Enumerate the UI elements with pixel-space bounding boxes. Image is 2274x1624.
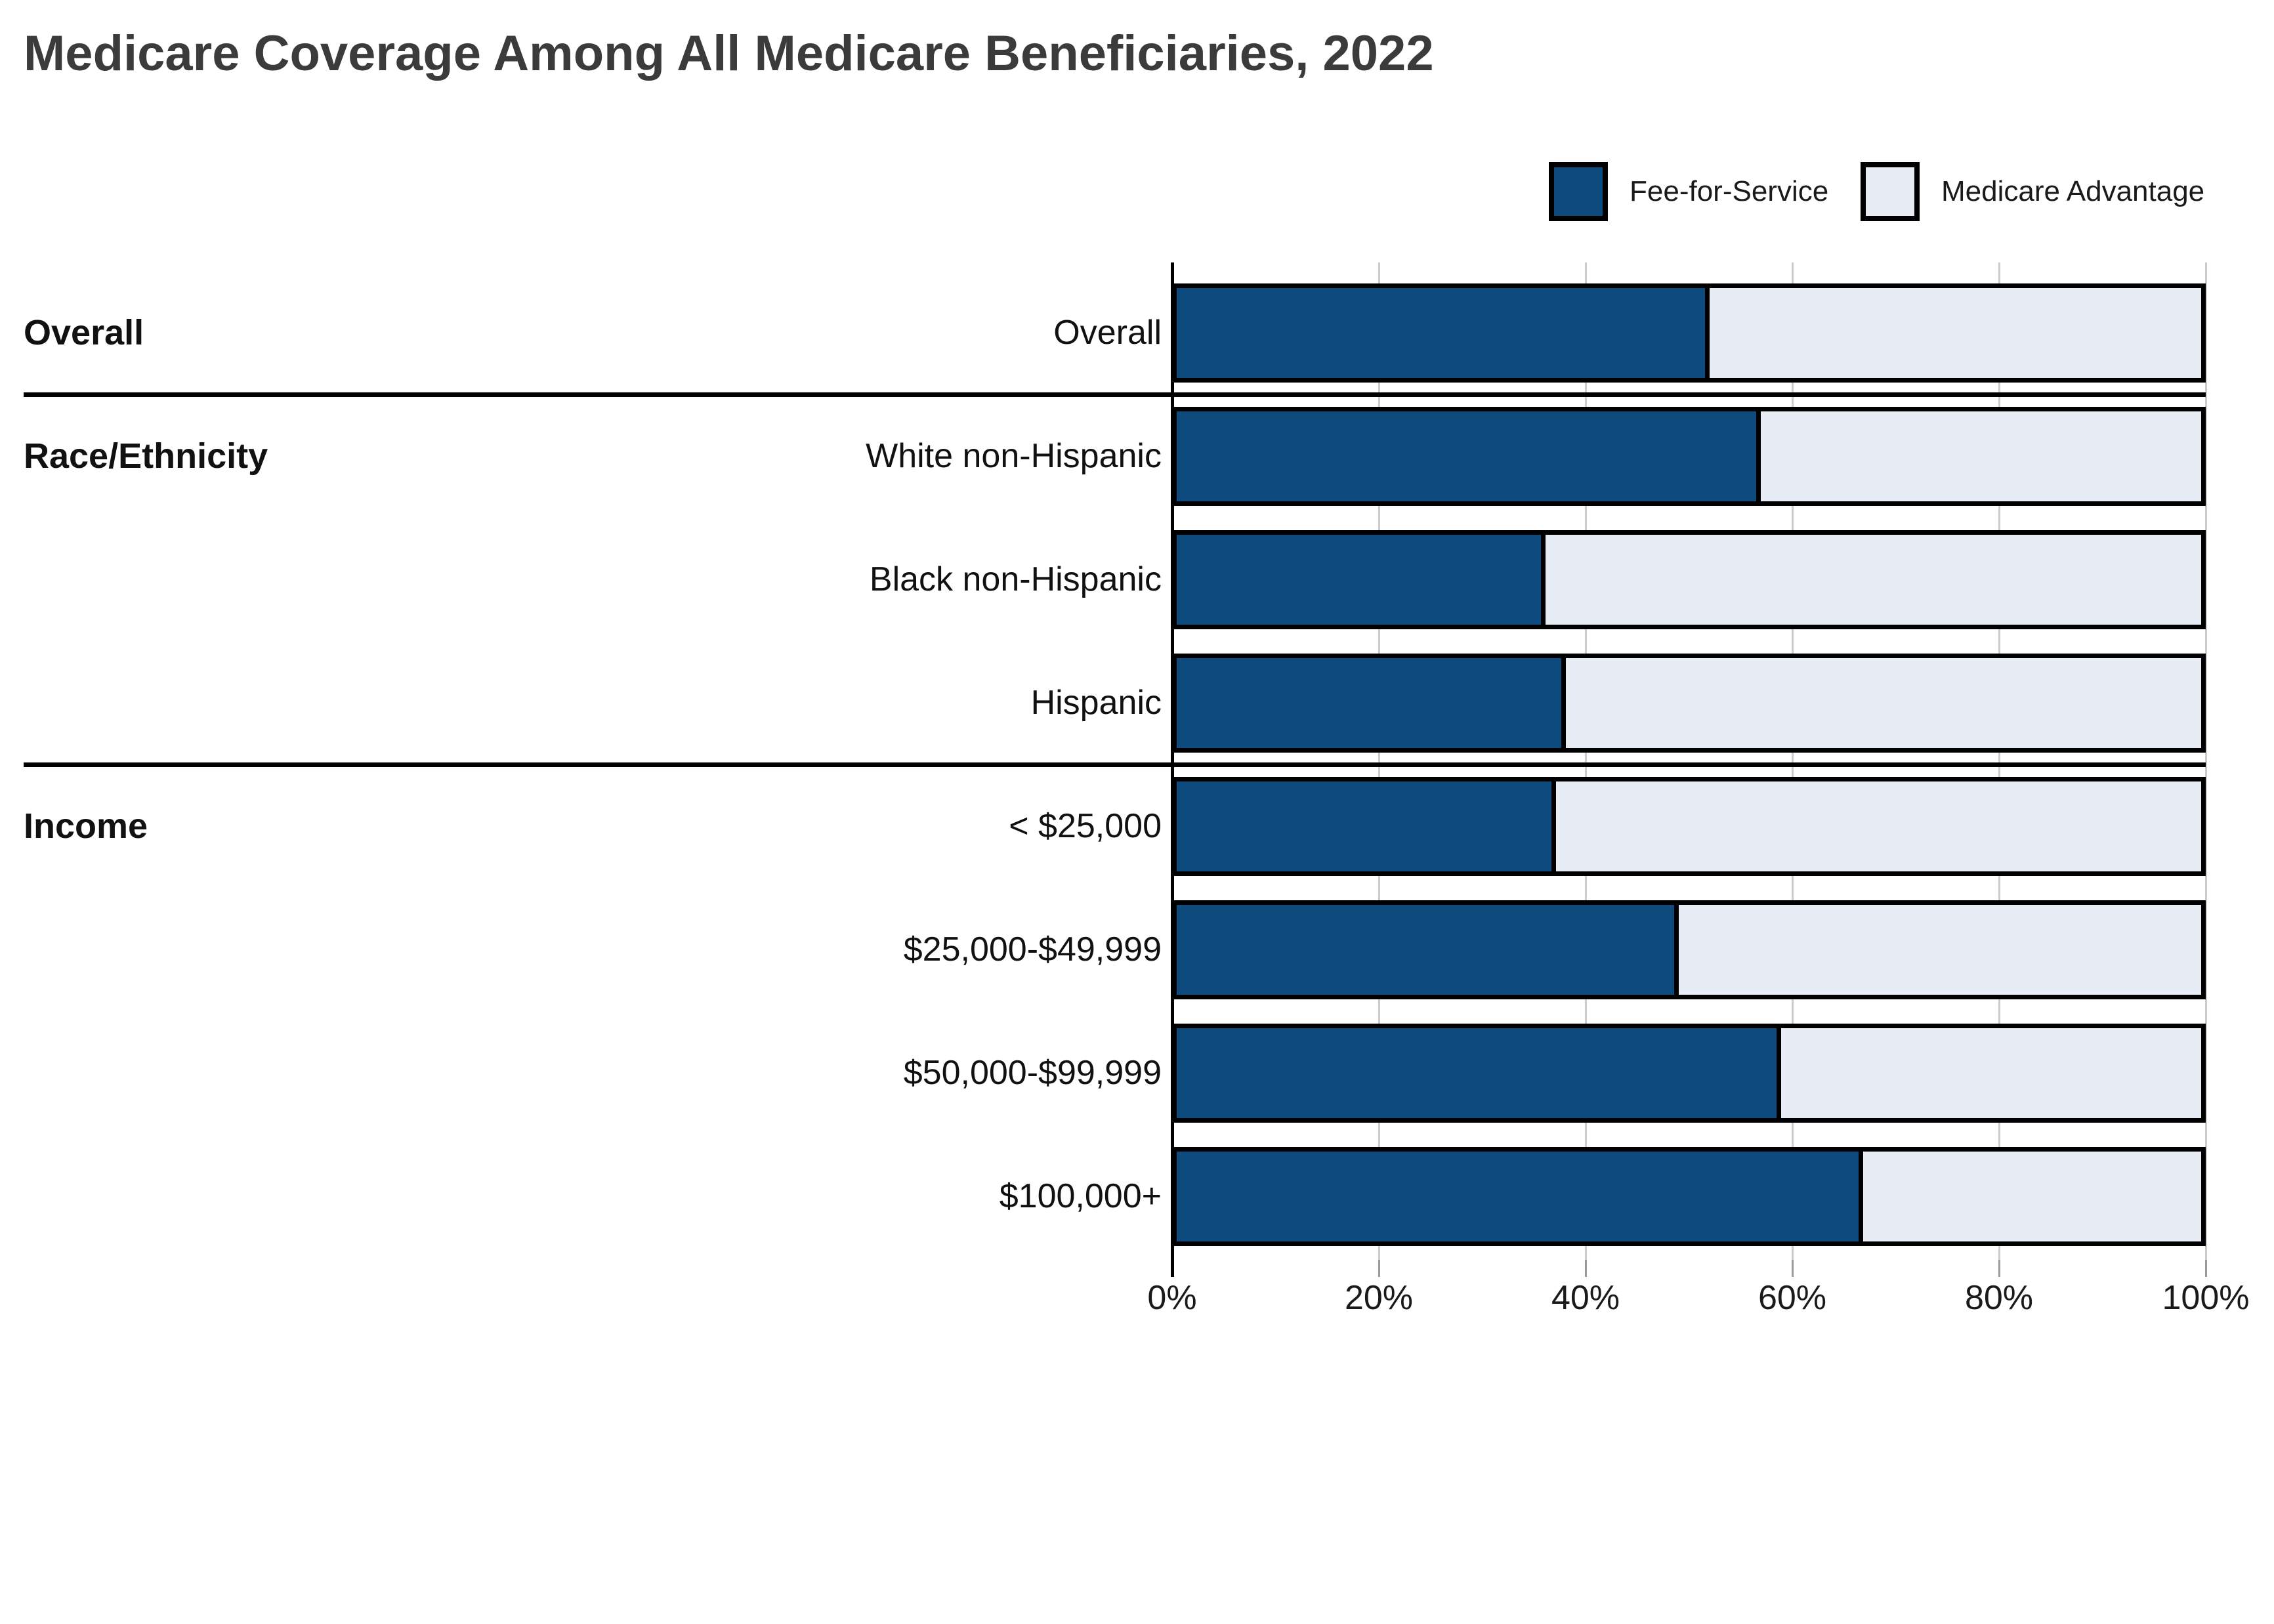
chart-title: Medicare Coverage Among All Medicare Ben… [24, 26, 1434, 81]
legend-swatch-fee-for-service [1549, 162, 1608, 221]
bar-segment-medicare-advantage [1556, 781, 2201, 871]
bar-segment-fee-for-service [1177, 658, 1567, 748]
gridline-60 [1791, 262, 1794, 1260]
bar-segment-medicare-advantage [1679, 905, 2201, 995]
bar-segment-medicare-advantage [1781, 1028, 2201, 1118]
bar-segment-fee-for-service [1177, 905, 1679, 995]
tick-label-60: 60% [1758, 1279, 1827, 1317]
tick-label-40: 40% [1551, 1279, 1620, 1317]
legend-swatch-medicare-advantage [1861, 162, 1920, 221]
bar-segment-medicare-advantage [1761, 411, 2201, 501]
bar-row-4 [1172, 777, 2206, 876]
bar-segment-medicare-advantage [1546, 535, 2201, 625]
bar-segment-medicare-advantage [1863, 1152, 2201, 1241]
row-label-5: $25,000-$49,999 [903, 930, 1162, 968]
tick-mark-40 [1584, 1260, 1587, 1277]
bar-segment-fee-for-service [1177, 1028, 1781, 1118]
row-label-6: $50,000-$99,999 [903, 1054, 1162, 1092]
section-separator-1 [24, 762, 2206, 767]
section-label-0: Overall [24, 313, 144, 352]
bar-segment-fee-for-service [1177, 535, 1546, 625]
tick-label-0: 0% [1147, 1279, 1197, 1317]
bar-segment-fee-for-service [1177, 1152, 1863, 1241]
bar-row-3 [1172, 654, 2206, 753]
legend-label-medicare-advantage: Medicare Advantage [1941, 175, 2205, 207]
row-label-3: Hispanic [1030, 684, 1162, 722]
bar-segment-fee-for-service [1177, 288, 1710, 378]
bar-segment-fee-for-service [1177, 781, 1556, 871]
gridline-40 [1584, 262, 1587, 1260]
tick-mark-0 [1170, 1260, 1174, 1277]
row-label-2: Black non-Hispanic [869, 560, 1162, 598]
tick-mark-20 [1378, 1260, 1380, 1277]
gridline-100 [2204, 262, 2207, 1260]
tick-label-100: 100% [2162, 1279, 2250, 1317]
legend-item-medicare-advantage: Medicare Advantage [1861, 162, 2204, 221]
legend-label-fee-for-service: Fee-for-Service [1630, 175, 1829, 207]
bar-segment-medicare-advantage [1566, 658, 2201, 748]
bar-row-0 [1172, 283, 2206, 383]
bar-row-6 [1172, 1024, 2206, 1123]
tick-mark-100 [2204, 1260, 2207, 1277]
gridline-20 [1378, 262, 1380, 1260]
section-label-2: Income [24, 806, 148, 846]
section-label-1: Race/Ethnicity [24, 436, 268, 476]
tick-mark-80 [1998, 1260, 2000, 1277]
row-label-4: < $25,000 [1009, 807, 1162, 845]
bar-segment-fee-for-service [1177, 411, 1761, 501]
row-label-1: White non-Hispanic [866, 437, 1162, 475]
tick-label-80: 80% [1964, 1279, 2034, 1317]
bar-row-7 [1172, 1147, 2206, 1246]
bar-row-2 [1172, 530, 2206, 629]
section-separator-0 [24, 392, 2206, 397]
legend-item-fee-for-service: Fee-for-Service [1549, 162, 1828, 221]
row-label-0: Overall [1053, 314, 1162, 352]
row-label-7: $100,000+ [999, 1177, 1162, 1215]
tick-label-20: 20% [1344, 1279, 1414, 1317]
tick-mark-60 [1791, 1260, 1794, 1277]
bar-segment-medicare-advantage [1710, 288, 2201, 378]
gridline-80 [1998, 262, 2000, 1260]
bar-row-1 [1172, 407, 2206, 506]
gridline-0 [1170, 262, 1174, 1260]
bar-row-5 [1172, 900, 2206, 999]
